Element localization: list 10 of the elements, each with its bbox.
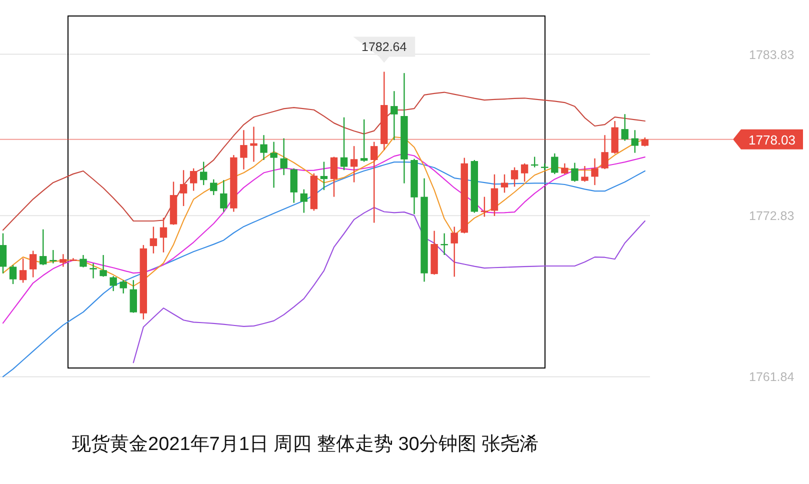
y-tick-label: 1772.83 bbox=[749, 209, 794, 224]
y-tick-label: 1761.84 bbox=[749, 370, 794, 384]
y-tick-label: 1783.83 bbox=[749, 48, 794, 62]
line-series bbox=[132, 206, 646, 364]
text: 现货黄金2021年7月1日 周四 整体走势 30分钟图 张尧浠 bbox=[72, 434, 539, 455]
line-series bbox=[2, 153, 646, 324]
line-series bbox=[2, 162, 646, 378]
line-series bbox=[2, 92, 646, 231]
ref-line-label: 1778.03 bbox=[748, 132, 796, 148]
text: 1782.64 bbox=[362, 40, 407, 54]
